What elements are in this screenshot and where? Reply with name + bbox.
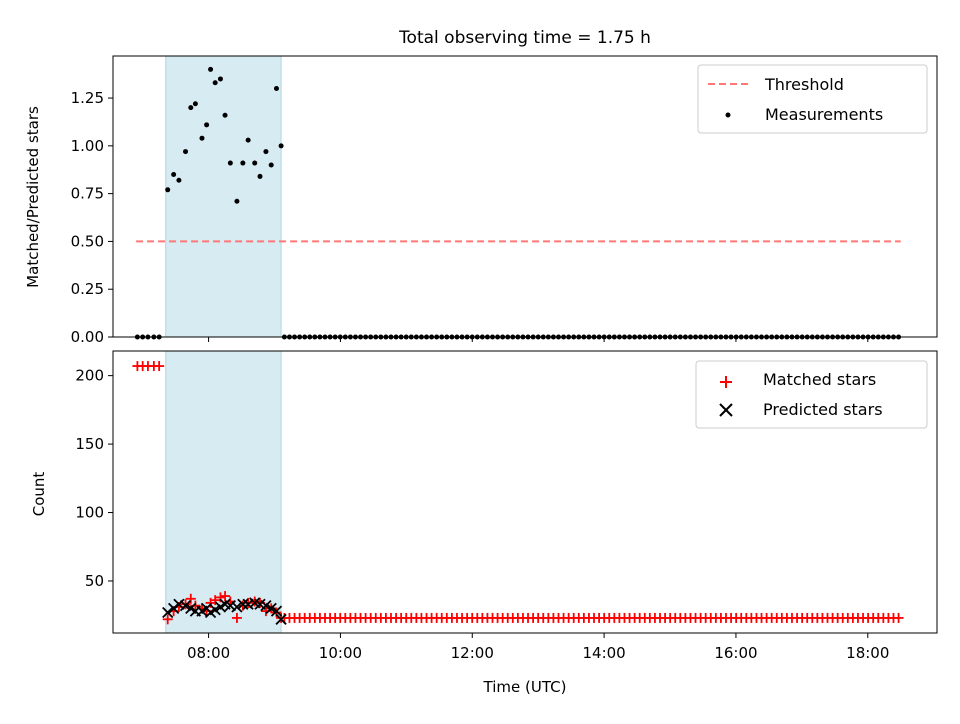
x-tick-label: 16:00 xyxy=(714,644,757,662)
measurement-point xyxy=(199,135,205,141)
top-legend: Threshold Measurements xyxy=(697,64,928,134)
legend-matched-swatch xyxy=(720,376,732,388)
top-y-tick-label: 1.00 xyxy=(71,137,104,155)
x-axis-label: Time (UTC) xyxy=(483,678,567,696)
matched-star-point xyxy=(893,612,904,623)
top-y-tick-label: 1.25 xyxy=(71,89,104,107)
matched-star-point xyxy=(162,614,173,625)
matched-star-point xyxy=(185,593,196,604)
legend-threshold-label: Threshold xyxy=(764,75,844,94)
bottom-legend: Matched stars Predicted stars xyxy=(695,360,928,429)
bottom-y-axis-label: Count xyxy=(30,472,48,517)
measurement-point xyxy=(227,160,233,166)
figure-title: Total observing time = 1.75 h xyxy=(398,28,651,48)
top-y-ticks: 0.00 0.25 0.50 0.75 1.00 1.25 xyxy=(71,89,113,346)
bottom-y-tick-label: 100 xyxy=(75,504,104,522)
x-tick-label: 14:00 xyxy=(582,644,625,662)
predicted-star-point xyxy=(179,599,192,612)
measurement-point xyxy=(217,76,223,82)
measurement-point xyxy=(171,172,177,178)
x-tick-label: 18:00 xyxy=(846,644,889,662)
measurement-point xyxy=(192,101,198,107)
top-panel: 0.00 0.25 0.50 0.75 1.00 1.25 Matched/Predict… xyxy=(24,55,938,346)
measurement-point xyxy=(273,85,279,91)
measurement-point xyxy=(240,160,246,166)
predicted-star-point xyxy=(224,599,236,612)
measurement-point xyxy=(222,112,228,118)
bottom-y-tick-label: 150 xyxy=(75,435,104,453)
top-y-tick-label: 0.00 xyxy=(71,328,104,346)
bottom-y-tick-label: 50 xyxy=(85,572,104,590)
legend-matched-label: Matched stars xyxy=(763,370,876,389)
bottom-panel: 50 100 150 200 08:00 10:00 12:00 14:00 16:00 18:… xyxy=(30,350,938,696)
predicted-star-point xyxy=(275,613,287,625)
bottom-x-ticks: 08:00 10:00 12:00 14:00 16:00 18:00 xyxy=(187,633,889,662)
predicted-star-point xyxy=(270,605,283,617)
predicted-star-point xyxy=(265,602,277,614)
matched-star-point xyxy=(190,600,201,611)
predicted-star-point xyxy=(173,598,185,610)
measurement-point xyxy=(183,149,189,155)
predicted-stars-points xyxy=(162,597,287,625)
measurement-point xyxy=(263,149,269,155)
bottom-legend-box xyxy=(695,360,928,429)
matched-star-point xyxy=(220,591,231,602)
legend-predicted-swatch xyxy=(719,403,733,417)
measurement-point xyxy=(188,105,194,111)
x-tick-label: 10:00 xyxy=(319,644,362,662)
measurement-point xyxy=(257,173,263,179)
legend-measurements-label: Measurements xyxy=(765,105,883,124)
matched-star-point xyxy=(154,361,165,372)
bottom-shaded-span xyxy=(165,350,282,634)
measurement-point xyxy=(204,122,210,128)
top-y-tick-label: 0.50 xyxy=(71,232,104,250)
bottom-plot-frame xyxy=(112,350,938,634)
top-legend-box xyxy=(697,64,928,134)
predicted-star-point xyxy=(231,601,243,613)
x-tick-label: 12:00 xyxy=(451,644,494,662)
bottom-y-tick-label: 200 xyxy=(75,367,104,385)
x-tick-label: 08:00 xyxy=(187,644,230,662)
top-y-tick-label: 0.75 xyxy=(71,185,104,203)
measurement-point xyxy=(268,162,274,168)
predicted-star-point xyxy=(209,604,221,616)
matched-star-point xyxy=(210,595,221,606)
measurement-point xyxy=(245,137,251,143)
measurement-point xyxy=(176,177,182,183)
predicted-star-point xyxy=(260,599,272,612)
legend-measurements-swatch xyxy=(725,112,731,118)
measurement-point xyxy=(165,187,171,193)
measurement-point xyxy=(234,198,240,204)
predicted-star-point xyxy=(242,598,254,610)
matched-star-point xyxy=(231,612,242,623)
top-y-tick-label: 0.25 xyxy=(71,280,104,298)
measurement-point xyxy=(278,143,284,149)
predicted-star-point xyxy=(162,606,174,619)
top-plot-frame xyxy=(112,55,938,338)
measurement-point xyxy=(208,66,214,72)
legend-predicted-label: Predicted stars xyxy=(763,400,883,419)
predicted-star-point xyxy=(237,598,249,610)
bottom-y-ticks: 50 100 150 200 xyxy=(75,367,113,590)
measurement-point xyxy=(252,160,258,166)
top-y-axis-label: Matched/Predicted stars xyxy=(24,106,42,288)
top-shaded-span xyxy=(165,55,282,338)
measurement-point xyxy=(212,80,218,86)
